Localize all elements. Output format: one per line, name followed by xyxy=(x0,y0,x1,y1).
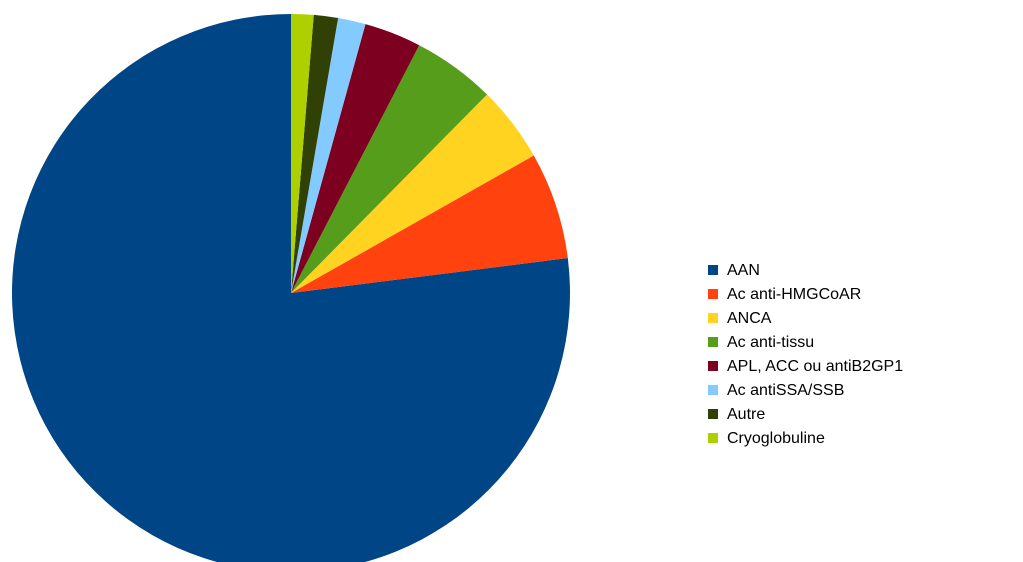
legend-label: AAN xyxy=(727,262,760,279)
legend-swatch xyxy=(708,409,718,419)
pie-slice xyxy=(291,94,534,294)
legend-swatch xyxy=(708,433,718,443)
legend-swatch xyxy=(708,265,718,275)
pie-slice xyxy=(291,14,314,293)
pie-slice xyxy=(291,45,488,293)
legend-label: Ac anti-tissu xyxy=(727,334,814,351)
legend-label: Ac antiSSA/SSB xyxy=(727,382,844,399)
pie-slice xyxy=(291,18,366,293)
pie-slice xyxy=(291,14,339,293)
legend-label: APL, ACC ou antiB2GP1 xyxy=(727,358,903,375)
legend-swatch xyxy=(708,289,718,299)
legend-label: ANCA xyxy=(727,310,772,327)
pie-slice xyxy=(291,24,420,293)
legend-swatch xyxy=(708,313,718,323)
legend-swatch xyxy=(708,337,718,347)
legend-swatch xyxy=(708,385,718,395)
pie-slice xyxy=(291,155,568,293)
legend-label: Autre xyxy=(727,406,765,423)
pie-slice xyxy=(12,14,570,562)
legend-swatch xyxy=(708,361,718,371)
legend-label: Ac anti-HMGCoAR xyxy=(727,286,861,303)
legend-label: Cryoglobuline xyxy=(727,430,825,447)
